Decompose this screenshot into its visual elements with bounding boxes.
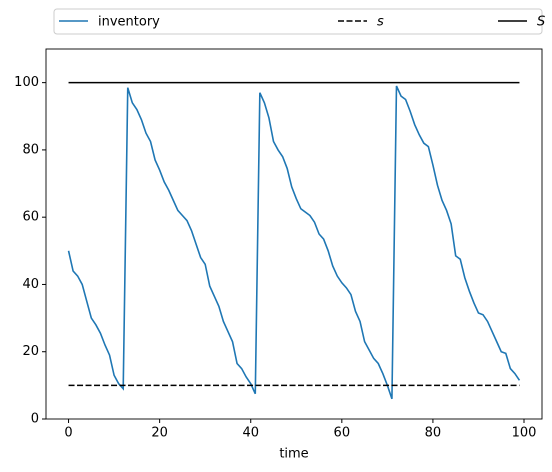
legend-box	[53, 8, 543, 35]
x-tick-label: 100	[512, 426, 537, 441]
y-tick-label: 20	[22, 344, 39, 359]
plot-frame	[45, 48, 543, 420]
y-tick-label: 100	[14, 75, 39, 90]
legend-label: S	[537, 15, 545, 30]
x-tick-label: 0	[64, 426, 72, 441]
x-axis-label: time	[279, 447, 308, 462]
x-tick-label: 20	[151, 426, 168, 441]
y-tick-label: 60	[22, 210, 39, 225]
legend-label: s	[377, 15, 384, 30]
y-tick-label: 80	[22, 142, 39, 157]
x-tick-label: 60	[334, 426, 351, 441]
legend-label: inventory	[98, 15, 160, 30]
series-line	[67, 85, 521, 400]
x-tick-label: 80	[425, 426, 442, 441]
y-tick-label: 0	[31, 412, 39, 427]
y-tick-label: 40	[22, 277, 39, 292]
x-tick-label: 40	[242, 426, 259, 441]
